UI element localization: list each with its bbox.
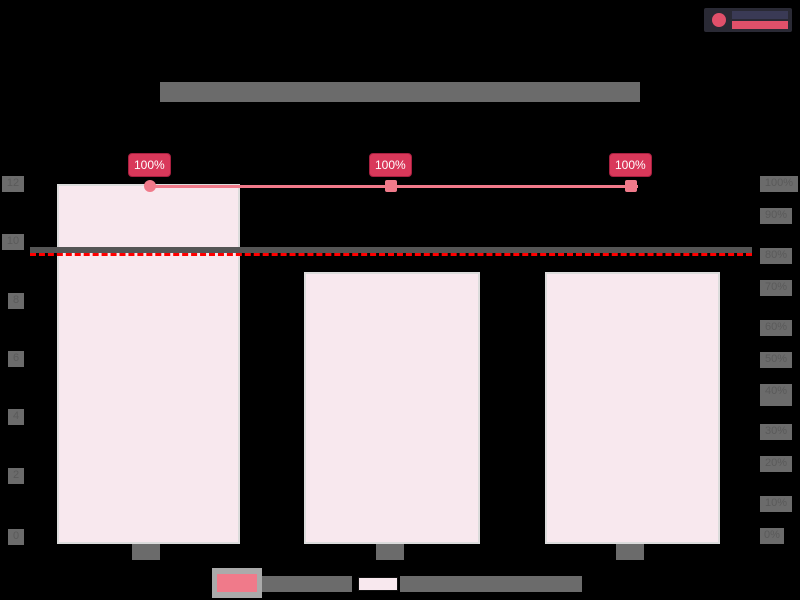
x-tick-label (616, 544, 644, 560)
data-label: 100% (128, 153, 171, 177)
line-point-marker[interactable] (625, 180, 637, 192)
reference-line-label (30, 247, 752, 253)
left-tick-label: 0 (8, 529, 24, 545)
chart-title (160, 82, 640, 102)
left-tick-label: 6 (8, 351, 24, 367)
right-tick-label: 10% (760, 496, 792, 512)
right-tick-label: 80% (760, 248, 792, 264)
right-tick-label: 100% (760, 176, 798, 192)
right-tick-label: 60% (760, 320, 792, 336)
x-tick-label (132, 544, 160, 560)
bar-category-3[interactable] (545, 272, 720, 544)
average-reference-line (30, 253, 752, 256)
legend-swatch-line[interactable] (212, 568, 262, 598)
right-tick-label: 70% (760, 280, 792, 296)
left-tick-label: 4 (8, 409, 24, 425)
x-tick-label (376, 544, 404, 560)
right-tick-label: 50% (760, 352, 792, 368)
left-tick-label: 2 (8, 468, 24, 484)
right-tick-label: 90% (760, 208, 792, 224)
line-point-marker[interactable] (385, 180, 397, 192)
brand-logo (704, 8, 792, 32)
bar-category-1[interactable] (57, 184, 240, 544)
data-label: 100% (609, 153, 652, 177)
data-label: 100% (369, 153, 412, 177)
logo-text-bottom (732, 21, 788, 29)
right-tick-label: 0% (760, 528, 784, 544)
right-tick-label: 40% (760, 384, 792, 406)
legend-label-bar[interactable] (400, 576, 582, 592)
right-tick-label: 20% (760, 456, 792, 472)
legend-label-line[interactable] (262, 576, 352, 592)
bar-category-2[interactable] (304, 272, 480, 544)
left-tick-label: 10 (2, 234, 24, 250)
right-tick-label: 30% (760, 424, 792, 440)
logo-icon (712, 13, 726, 27)
line-point-marker[interactable] (144, 180, 156, 192)
legend-swatch-bar[interactable] (358, 577, 398, 591)
logo-text-top (732, 11, 788, 19)
left-tick-label: 8 (8, 293, 24, 309)
left-tick-label: 12 (2, 176, 24, 192)
